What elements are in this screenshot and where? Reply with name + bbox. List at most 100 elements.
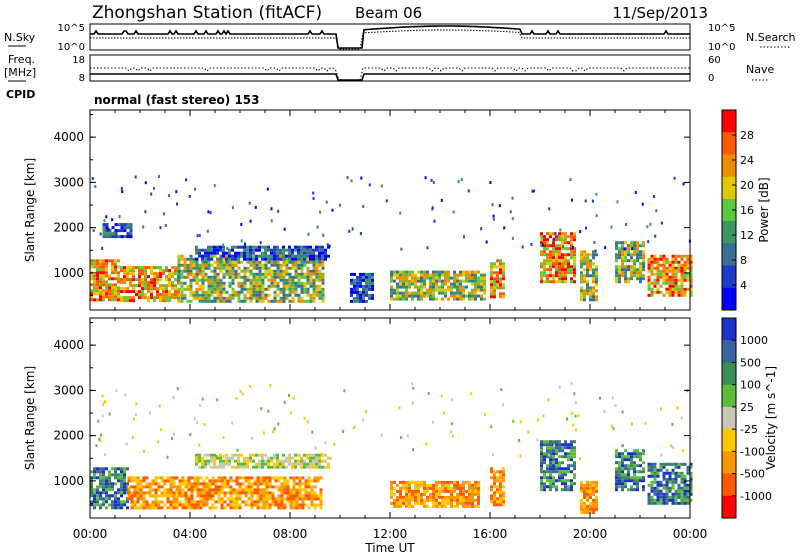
heatmap-cell-1 xyxy=(241,476,245,480)
heatmap-cell-2 xyxy=(249,456,252,460)
scatter-cell xyxy=(113,231,116,235)
heatmap-cell-3 xyxy=(468,489,471,493)
heatmap-cell-5 xyxy=(365,290,368,294)
heatmap-cell-6 xyxy=(453,291,456,295)
heatmap-cell-2 xyxy=(216,293,220,297)
heatmap-cell-6 xyxy=(453,285,456,289)
heatmap-cell-2 xyxy=(291,462,294,466)
heatmap-cell-11 xyxy=(656,260,660,264)
y-tick-label: 1000 xyxy=(53,266,84,280)
heatmap-cell-4 xyxy=(490,488,493,492)
heatmap-cell-11 xyxy=(686,260,690,264)
heatmap-cell-2 xyxy=(306,462,309,466)
heatmap-cell-2 xyxy=(240,299,244,303)
heatmap-cell-3 xyxy=(195,251,198,255)
heatmap-cell-3 xyxy=(309,257,312,261)
heatmap-cell-1 xyxy=(127,479,131,483)
heatmap-cell-11 xyxy=(683,287,687,291)
heatmap-cell-1 xyxy=(174,293,177,297)
heatmap-cell-3 xyxy=(315,245,318,249)
heatmap-cell-11 xyxy=(683,278,687,282)
heatmap-cell-1 xyxy=(171,272,174,276)
heatmap-cell-0 xyxy=(123,479,126,483)
heatmap-cell-10 xyxy=(630,274,633,278)
heatmap-cell-1 xyxy=(301,497,305,501)
heatmap-cell-3 xyxy=(408,495,411,499)
heatmap-cell-2 xyxy=(258,296,262,300)
heatmap-cell-2 xyxy=(231,278,235,282)
heatmap-cell-6 xyxy=(399,273,402,277)
heatmap-cell-9 xyxy=(586,262,589,266)
heatmap-cell-6 xyxy=(399,270,402,274)
heatmap-cell-8 xyxy=(668,486,672,490)
heatmap-cell-1 xyxy=(160,506,164,510)
heatmap-cell-2 xyxy=(297,284,301,288)
heatmap-cell-2 xyxy=(216,456,219,460)
heatmap-cell-1 xyxy=(145,485,149,489)
scatter-cell xyxy=(235,397,238,401)
heatmap-cell-0 xyxy=(105,274,108,278)
scatter-cell xyxy=(236,448,239,452)
heatmap-cell-1 xyxy=(138,284,141,288)
heatmap-cell-11 xyxy=(671,272,675,276)
scatter-cell xyxy=(604,246,607,250)
heatmap-cell-2 xyxy=(216,263,220,267)
heatmap-cell-1 xyxy=(169,491,173,495)
heatmap-cell-1 xyxy=(163,488,167,492)
heatmap-cell-8 xyxy=(653,462,657,466)
heatmap-cell-0 xyxy=(114,298,117,302)
heatmap-cell-0 xyxy=(102,259,105,263)
heatmap-cell-3 xyxy=(393,480,396,484)
heatmap-cell-6 xyxy=(441,279,444,283)
heatmap-cell-0 xyxy=(114,289,117,293)
heatmap-cell-11 xyxy=(677,278,681,282)
heatmap-cell-5 xyxy=(371,278,374,282)
heatmap-cell-3 xyxy=(249,254,252,258)
heatmap-cell-3 xyxy=(285,248,288,252)
heatmap-cell-2 xyxy=(210,287,214,291)
heatmap-cell-4 xyxy=(111,232,115,236)
heatmap-cell-3 xyxy=(195,257,198,261)
heatmap-cell-6 xyxy=(390,273,393,277)
heatmap-cell-6 xyxy=(453,297,456,301)
heatmap-cell-2 xyxy=(318,459,321,463)
heatmap-cell-6 xyxy=(441,285,444,289)
heatmap-cell-2 xyxy=(243,281,247,285)
heatmap-cell-6 xyxy=(405,276,408,280)
heatmap-cell-11 xyxy=(683,266,687,270)
heatmap-cell-0 xyxy=(114,503,117,507)
nave-tick-bottom: 0 xyxy=(708,73,714,84)
scatter-cell xyxy=(400,436,403,440)
heatmap-cell-2 xyxy=(318,293,322,297)
heatmap-cell-0 xyxy=(120,467,123,471)
heatmap-cell-2 xyxy=(264,260,268,264)
heatmap-cell-1 xyxy=(205,491,209,495)
scatter-cell xyxy=(452,210,455,214)
heatmap-cell-1 xyxy=(289,488,293,492)
heatmap-cell-1 xyxy=(277,476,281,480)
heatmap-cell-1 xyxy=(256,500,260,504)
heatmap-cell-7 xyxy=(630,488,633,492)
heatmap-cell-3 xyxy=(468,480,471,484)
heatmap-cell-3 xyxy=(423,489,426,493)
heatmap-cell-7 xyxy=(618,461,621,465)
heatmap-cell-2 xyxy=(273,293,277,297)
heatmap-cell-11 xyxy=(650,254,654,258)
heatmap-cell-2 xyxy=(279,278,283,282)
heatmap-cell-6 xyxy=(462,273,465,277)
scatter-cell xyxy=(150,192,153,196)
heatmap-cell-1 xyxy=(319,503,323,507)
heatmap-cell-1 xyxy=(132,284,135,288)
heatmap-cell-6 xyxy=(459,279,462,283)
heatmap-cell-1 xyxy=(220,479,224,483)
heatmap-cell-2 xyxy=(261,263,265,267)
heatmap-cell-10 xyxy=(624,265,627,269)
heatmap-cell-5 xyxy=(540,461,543,465)
x-tick-label: 04:00 xyxy=(173,527,208,541)
heatmap-cell-2 xyxy=(270,299,274,303)
heatmap-cell-8 xyxy=(650,495,654,499)
heatmap-cell-1 xyxy=(226,485,230,489)
heatmap-cell-11 xyxy=(662,266,666,270)
heatmap-cell-1 xyxy=(214,488,218,492)
heatmap-cell-2 xyxy=(246,269,250,273)
